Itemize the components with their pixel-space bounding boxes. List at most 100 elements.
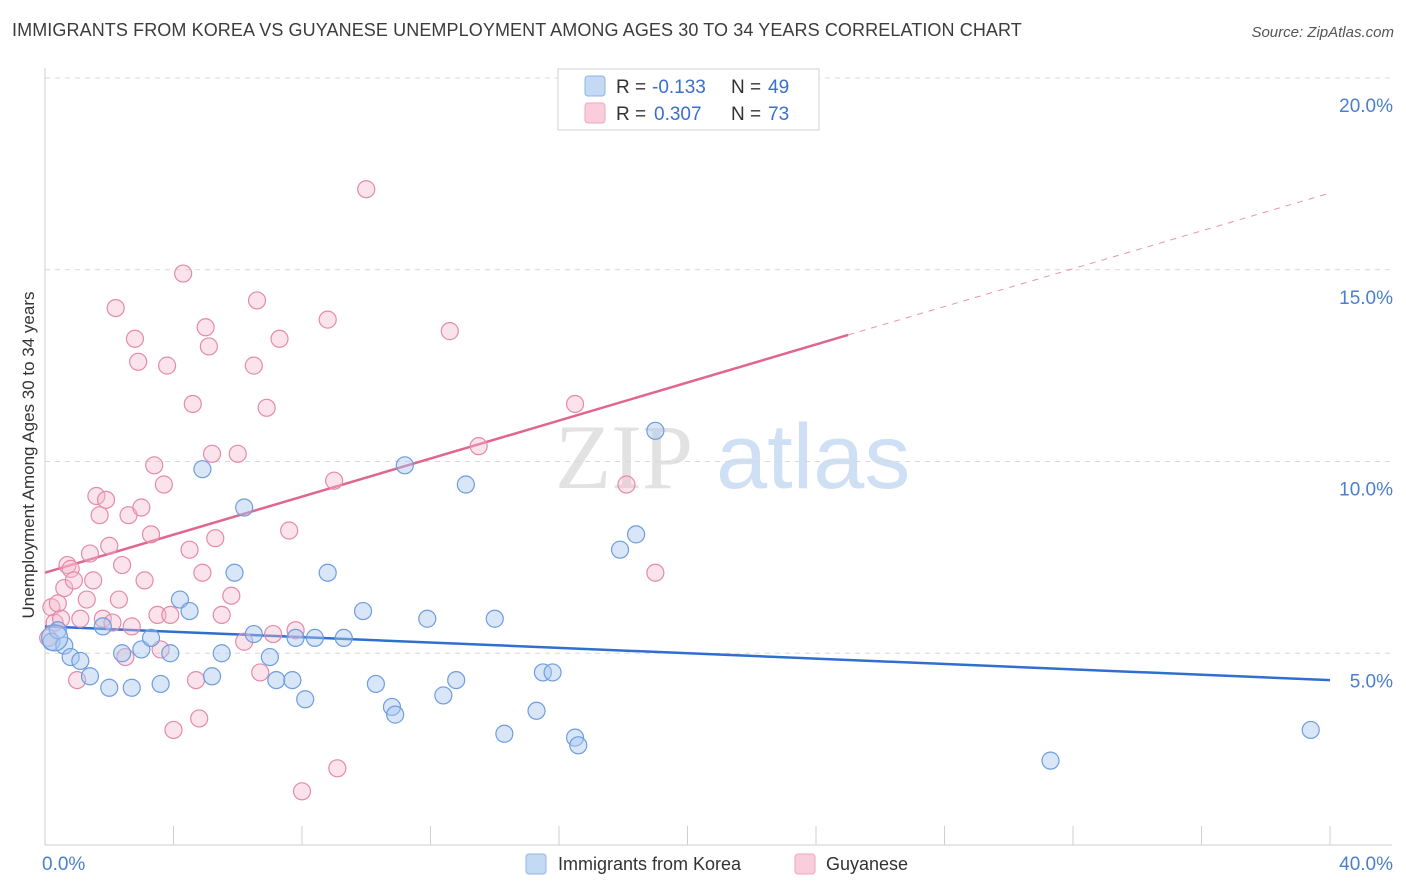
axes <box>44 68 1392 846</box>
point-korea-9 <box>122 678 141 697</box>
point-guyanese-29 <box>135 571 154 590</box>
point-guyanese-40 <box>183 394 202 414</box>
point-guyanese-8 <box>64 571 84 590</box>
point-korea-36 <box>434 686 453 705</box>
point-korea-42 <box>533 663 553 682</box>
point-guyanese-42 <box>190 709 209 728</box>
point-guyanese-30 <box>141 525 161 544</box>
point-guyanese-53 <box>247 291 267 310</box>
point-guyanese-34 <box>154 475 173 494</box>
point-guyanese-22 <box>112 555 132 575</box>
y-tick-label-5: 5.0% <box>1350 671 1393 692</box>
series-legend-swatch-guyanese <box>794 853 816 875</box>
y-tick-label-10: 10.0% <box>1339 480 1393 501</box>
point-korea-50 <box>1301 720 1320 740</box>
y-axis-label: Unemployment Among Ages 30 to 34 years <box>19 292 38 619</box>
trend-line-guyanese <box>44 333 849 574</box>
y-tick-label-20: 20.0% <box>1339 96 1393 117</box>
point-guyanese-55 <box>257 398 276 417</box>
trend-line-korea <box>44 625 1331 682</box>
point-korea-6 <box>93 617 112 636</box>
point-guyanese-51 <box>235 632 254 651</box>
legend-r-label-guyanese: R = <box>616 104 646 125</box>
data-points <box>39 180 1320 801</box>
point-korea-22 <box>260 647 279 667</box>
point-guyanese-50 <box>228 444 247 463</box>
point-korea-16 <box>193 460 212 479</box>
point-guyanese-69 <box>646 563 665 582</box>
point-guyanese-41 <box>186 670 206 690</box>
point-guyanese-47 <box>206 529 225 548</box>
point-guyanese-11 <box>77 590 96 609</box>
x-tick-labels: 0.0% 40.0% <box>42 854 1393 875</box>
x-tick-label-max: 40.0% <box>1339 854 1393 875</box>
point-guyanese-18 <box>100 536 119 555</box>
point-guyanese-49 <box>222 586 241 605</box>
point-korea-17 <box>202 667 222 686</box>
correlation-legend: R = -0.133 N = 49 R = 0.307 N = 73 <box>557 68 820 131</box>
point-guyanese-16 <box>93 609 112 628</box>
point-guyanese-65 <box>440 322 459 341</box>
point-korea-26 <box>296 690 315 709</box>
point-guyanese-5 <box>55 578 74 598</box>
point-guyanese-45 <box>199 337 218 356</box>
point-guyanese-20 <box>106 299 125 318</box>
legend-n-guyanese: 73 <box>768 104 789 125</box>
point-guyanese-32 <box>148 605 167 625</box>
point-guyanese-31 <box>145 456 164 475</box>
y-tick-labels: 5.0% 10.0% 15.0% 20.0% <box>1339 96 1393 692</box>
source-label: Source: ZipAtlas.com <box>1251 24 1394 41</box>
point-guyanese-58 <box>280 521 299 540</box>
point-korea-12 <box>151 674 170 694</box>
watermark-atlas: atlas <box>716 406 910 508</box>
point-korea-24 <box>283 670 302 690</box>
point-guyanese-3 <box>48 594 67 613</box>
point-guyanese-28 <box>132 498 151 517</box>
point-guyanese-54 <box>251 663 270 682</box>
legend-r-label-korea: R = <box>616 77 646 98</box>
point-guyanese-63 <box>328 759 347 778</box>
point-guyanese-14 <box>87 486 106 506</box>
point-guyanese-21 <box>109 590 128 609</box>
point-guyanese-56 <box>263 624 283 644</box>
point-guyanese-48 <box>212 605 231 625</box>
point-korea-11 <box>141 628 161 648</box>
legend-swatch-guyanese <box>584 102 606 124</box>
point-guyanese-36 <box>161 605 180 625</box>
point-guyanese-38 <box>174 264 193 283</box>
point-guyanese-17 <box>96 490 116 509</box>
point-guyanese-43 <box>193 563 212 582</box>
watermark-zip: ZIP <box>555 406 693 508</box>
point-korea-cluster <box>41 624 69 652</box>
legend-n-korea: 49 <box>768 77 789 98</box>
point-korea-37 <box>447 670 466 690</box>
point-guyanese-57 <box>270 329 289 348</box>
point-guyanese-13 <box>84 571 103 590</box>
point-guyanese-12 <box>80 544 100 563</box>
point-korea-48 <box>646 421 665 440</box>
point-guyanese-7 <box>61 559 80 578</box>
point-korea-21 <box>244 624 263 644</box>
point-korea-47 <box>626 525 646 544</box>
series-legend-swatch-korea <box>525 853 547 875</box>
point-korea-35 <box>418 609 437 628</box>
point-korea-8 <box>112 644 132 663</box>
series-legend: Immigrants from Korea Guyanese <box>525 853 908 875</box>
legend-n-label-guyanese: N = <box>731 104 761 125</box>
point-korea-23 <box>267 670 286 690</box>
point-korea-19 <box>225 563 244 582</box>
point-guyanese-64 <box>357 180 376 199</box>
point-guyanese-59 <box>286 621 305 640</box>
legend-swatch-korea <box>584 75 606 97</box>
point-korea-45 <box>569 736 588 755</box>
point-guyanese-26 <box>125 329 145 348</box>
point-korea-20 <box>235 498 254 517</box>
y-tick-label-15: 15.0% <box>1339 288 1393 309</box>
point-korea-33 <box>386 705 405 724</box>
point-korea-41 <box>527 701 546 720</box>
point-korea-28 <box>318 563 337 582</box>
x-tick-label-min: 0.0% <box>42 854 85 875</box>
point-korea-7 <box>100 678 119 697</box>
legend-r-korea: -0.133 <box>652 77 706 98</box>
